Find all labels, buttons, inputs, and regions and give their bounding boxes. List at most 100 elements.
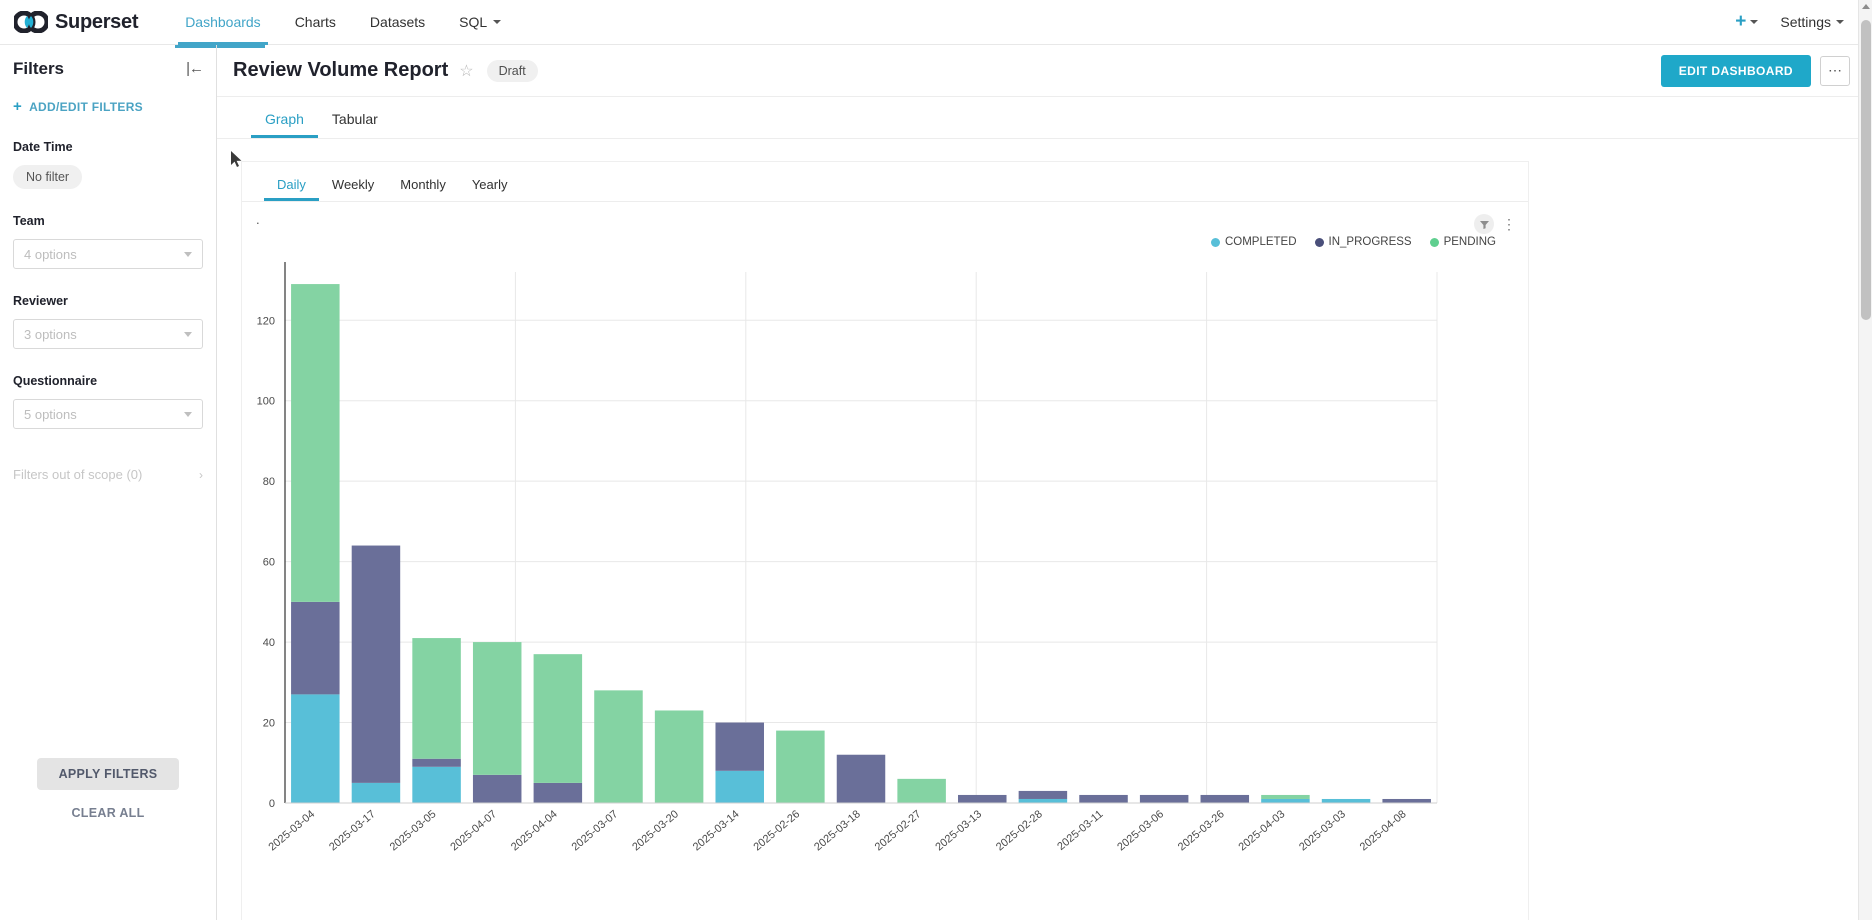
legend-color-swatch [1429,237,1439,247]
filters-title: Filters [13,59,65,78]
superset-logo[interactable]: Superset [12,10,138,34]
navbar-right: + Settings [1735,11,1854,33]
legend-color-swatch [1210,237,1220,247]
legend-color-swatch [1314,237,1324,247]
plus-icon: + [13,98,23,115]
questionnaire-filter-select[interactable]: 5 options [13,399,203,429]
status-badge: Draft [486,59,538,82]
chart-tab-daily[interactable]: Daily [264,177,319,201]
main-content: Review Volume Report ☆ Draft EDIT DASHBO… [217,45,1872,920]
chart-period-tabs: Daily Weekly Monthly Yearly [242,162,1528,202]
chart-area: Daily Weekly Monthly Yearly . ⋮ COMPLETE… [217,139,1872,920]
chart-menu-icon[interactable]: ⋮ [1502,216,1516,232]
svg-text:40: 40 [263,637,275,649]
svg-text:2025-03-17: 2025-03-17 [327,808,378,853]
filter-label: Reviewer [13,294,68,308]
sidebar-actions: APPLY FILTERS CLEAR ALL [0,758,216,820]
legend-label: IN_PROGRESS [1328,236,1412,248]
svg-text:2025-04-07: 2025-04-07 [448,808,499,853]
svg-text:2025-03-05: 2025-03-05 [388,808,439,853]
nav-label: Charts [294,14,336,30]
filters-out-of-scope-label: Filters out of scope (0) [13,467,143,482]
add-edit-filters-label: ADD/EDIT FILTERS [29,99,143,114]
svg-text:2025-03-20: 2025-03-20 [630,808,681,853]
top-navbar: Superset Dashboards Charts Datasets SQL … [0,0,1872,45]
svg-text:20: 20 [263,718,275,730]
filters-out-of-scope[interactable]: Filters out of scope (0) › [13,467,203,482]
clear-all-button[interactable]: CLEAR ALL [0,806,216,820]
legend-item-in-progress[interactable]: IN_PROGRESS [1314,236,1412,248]
main-accent-line [217,45,265,48]
tab-label: Graph [265,111,304,127]
settings-menu[interactable]: Settings [1780,14,1844,30]
filter-group-date-time: Date Time No filter [13,140,203,189]
svg-text:2025-04-03: 2025-04-03 [1237,808,1288,853]
new-item-button[interactable]: + [1735,11,1759,33]
filter-label: Questionnaire [13,374,98,388]
svg-text:2025-03-07: 2025-03-07 [570,808,621,853]
chart-legend: COMPLETED IN_PROGRESS PENDING [1210,236,1496,248]
legend-label: PENDING [1443,236,1496,248]
mouse-cursor [231,151,242,167]
scrollbar-thumb[interactable] [1861,20,1871,320]
nav-link-datasets[interactable]: Datasets [353,0,442,45]
filters-header: Filters |← [13,45,204,79]
chart-tab-label: Monthly [400,177,446,192]
team-filter-select[interactable]: 4 options [13,239,203,269]
chevron-down-icon [493,20,502,24]
reviewer-filter-select[interactable]: 3 options [13,319,203,349]
svg-text:2025-03-13: 2025-03-13 [933,808,984,853]
legend-label: COMPLETED [1224,236,1297,248]
svg-text:2025-03-06: 2025-03-06 [1115,808,1166,853]
nav-link-charts[interactable]: Charts [278,0,353,45]
superset-mark-icon [12,10,50,34]
stacked-bar-chart: 0 20 40 60 80 100 120 2025-03-04 2025-03-17 2025-… [242,254,1528,919]
svg-text:2025-03-03: 2025-03-03 [1297,808,1348,853]
filters-sidebar: Filters |← + ADD/EDIT FILTERS Date Time … [0,45,217,920]
nav-link-sql[interactable]: SQL [442,0,518,45]
nav-label: Datasets [369,14,426,30]
chart-tab-weekly[interactable]: Weekly [319,177,387,201]
legend-item-pending[interactable]: PENDING [1429,236,1496,248]
chevron-down-icon [1836,20,1844,24]
chart-filter-icon[interactable] [1474,214,1494,234]
filter-group-reviewer: Reviewer 3 options [13,294,203,349]
more-options-button[interactable]: ⋯ [1820,55,1850,86]
filter-group-team: Team 4 options [13,214,203,269]
date-time-filter-value[interactable]: No filter [13,165,83,189]
favorite-star-icon[interactable]: ☆ [459,62,474,80]
svg-text:120: 120 [257,315,275,327]
chart-toolbar: ⋮ [1474,214,1516,234]
filter-label: Team [13,214,45,228]
add-edit-filters-button[interactable]: + ADD/EDIT FILTERS [13,98,203,115]
chevron-down-icon [184,331,192,337]
svg-text:2025-04-04: 2025-04-04 [509,808,560,853]
svg-text:2025-02-27: 2025-02-27 [873,808,924,853]
chevron-down-icon [1750,20,1759,24]
chart-card: Daily Weekly Monthly Yearly . ⋮ COMPLETE… [241,161,1529,920]
svg-text:2025-04-08: 2025-04-08 [1358,808,1409,853]
svg-text:2025-03-26: 2025-03-26 [1176,808,1227,853]
svg-text:80: 80 [263,476,275,488]
nav-link-dashboards[interactable]: Dashboards [168,0,278,45]
collapse-sidebar-icon[interactable]: |← [186,60,204,77]
apply-filters-button[interactable]: APPLY FILTERS [36,758,180,790]
tab-graph[interactable]: Graph [251,111,318,138]
edit-dashboard-button[interactable]: EDIT DASHBOARD [1660,54,1811,87]
page-scrollbar[interactable] [1858,0,1872,920]
chart-tab-monthly[interactable]: Monthly [387,177,459,201]
svg-text:0: 0 [269,798,275,810]
legend-item-completed[interactable]: COMPLETED [1210,236,1297,248]
scroll-up-icon[interactable] [1862,4,1870,9]
chart-tab-yearly[interactable]: Yearly [459,177,521,201]
tab-label: Tabular [331,111,378,127]
settings-label: Settings [1780,14,1831,30]
plus-icon: + [1735,11,1747,32]
dashboard-header: Review Volume Report ☆ Draft EDIT DASHBO… [217,45,1872,97]
nav-links: Dashboards Charts Datasets SQL [168,0,518,45]
tab-tabular[interactable]: Tabular [318,111,392,138]
page-title: Review Volume Report [233,59,449,81]
team-filter-value: 4 options [24,246,77,262]
chart-title: . [256,212,260,227]
